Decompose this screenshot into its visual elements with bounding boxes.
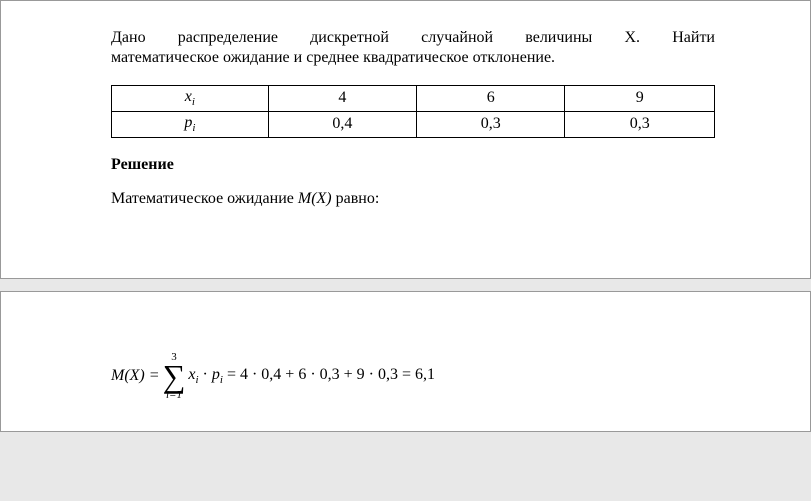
cell-p1: 0,4 (268, 111, 416, 137)
cell-pi-label: pi (112, 111, 269, 137)
dot-1: · (203, 366, 208, 383)
document-page-bottom: M(X) = 3 ∑ i=1 xi · pi = 4 · 0,4 + 6 · 0… (0, 291, 811, 432)
formula-lhs: M(X) = (111, 367, 160, 385)
eq-chain: = 4 · 0,4 + 6 · 0,3 + 9 · 0,3 = 6,1 (227, 366, 435, 383)
page-gap (0, 279, 811, 291)
mx-suffix: равно: (332, 190, 380, 207)
cell-xi-label: xi (112, 86, 269, 112)
sigma-lower: i=1 (166, 390, 182, 401)
term-x-sub: i (195, 375, 198, 387)
expectation-formula: M(X) = 3 ∑ i=1 xi · pi = 4 · 0,4 + 6 · 0… (111, 352, 715, 401)
formula-rhs: xi · pi = 4 · 0,4 + 6 · 0,3 + 9 · 0,3 = … (188, 366, 435, 386)
problem-line-2: математическое ожидание и среднее квадра… (111, 49, 715, 67)
mx-prefix: Математическое ожидание (111, 190, 298, 207)
cell-p2: 0,3 (417, 111, 565, 137)
sigma-symbol: ∑ (163, 363, 186, 390)
term-p: p (212, 366, 220, 383)
solution-heading: Решение (111, 156, 715, 174)
distribution-table: xi 4 6 9 pi 0,4 0,3 0,3 (111, 85, 715, 138)
sigma-icon: 3 ∑ i=1 (163, 352, 186, 401)
mx-intro-line: Математическое ожидание M(X) равно: (111, 190, 715, 208)
page-bottom-content: M(X) = 3 ∑ i=1 xi · pi = 4 · 0,4 + 6 · 0… (1, 292, 810, 431)
page-top-content: Дано распределение дискретной случайной … (1, 1, 810, 278)
table-row: xi 4 6 9 (112, 86, 715, 112)
mx-symbol: M(X) (298, 190, 332, 207)
cell-x3: 9 (565, 86, 715, 112)
cell-x2: 6 (417, 86, 565, 112)
document-page-top: Дано распределение дискретной случайной … (0, 0, 811, 279)
table-row: pi 0,4 0,3 0,3 (112, 111, 715, 137)
term-p-sub: i (220, 375, 223, 387)
cell-p3: 0,3 (565, 111, 715, 137)
problem-line-1: Дано распределение дискретной случайной … (111, 29, 715, 47)
cell-x1: 4 (268, 86, 416, 112)
